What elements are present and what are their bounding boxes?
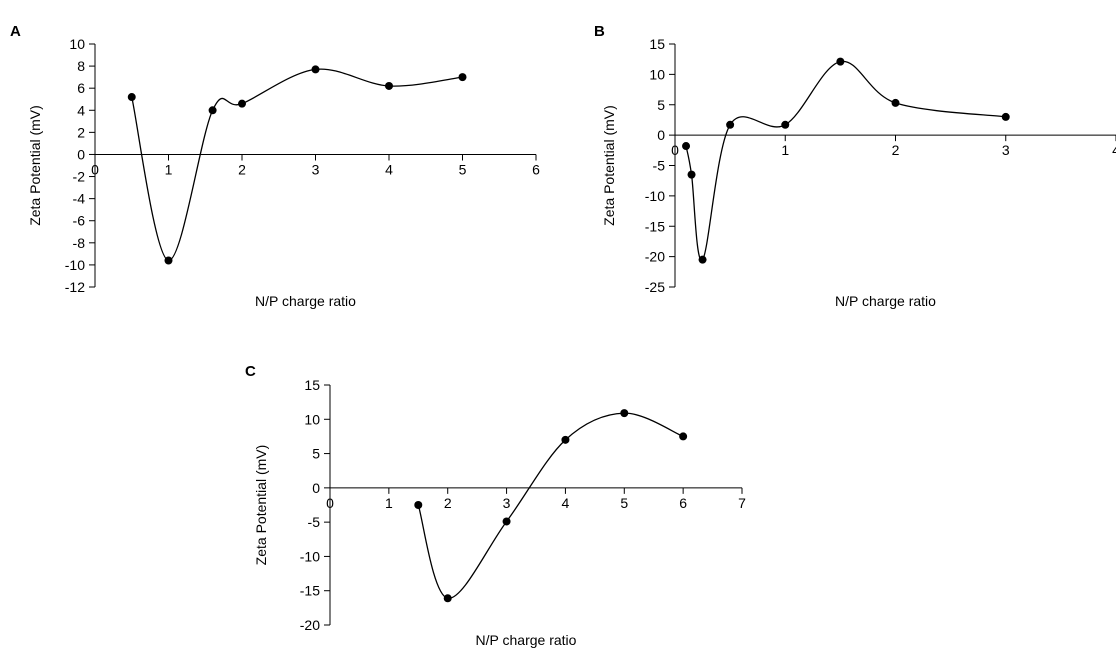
y-tick-label: 0 — [77, 146, 85, 162]
x-tick-label: 3 — [1002, 142, 1010, 158]
data-point — [164, 256, 173, 265]
x-tick-label: 6 — [532, 161, 540, 177]
panel-label: C — [245, 363, 256, 380]
data-point — [1001, 112, 1010, 121]
y-tick-label: 5 — [312, 446, 320, 462]
x-tick-label: 1 — [385, 495, 393, 511]
x-tick-label: 2 — [892, 142, 900, 158]
x-axis-title: N/P charge ratio — [835, 293, 936, 309]
x-tick-label: 2 — [444, 495, 452, 511]
panel-label: A — [10, 23, 21, 40]
x-axis-title: N/P charge ratio — [255, 293, 356, 309]
panel-label: B — [594, 23, 605, 40]
data-point — [836, 57, 845, 66]
data-point — [311, 65, 320, 74]
x-tick-label: 3 — [312, 161, 320, 177]
y-tick-label: -5 — [308, 514, 321, 530]
series-line — [131, 68, 463, 262]
x-tick-label: 4 — [562, 495, 570, 511]
y-tick-label: -2 — [73, 169, 86, 185]
y-tick-label: -10 — [300, 548, 320, 564]
data-point — [238, 99, 246, 108]
data-point — [891, 98, 900, 107]
y-tick-label: -12 — [65, 279, 85, 295]
y-tick-label: 4 — [77, 102, 85, 118]
y-tick-label: 0 — [657, 127, 665, 143]
y-tick-label: 5 — [657, 97, 665, 113]
y-tick-label: 8 — [77, 58, 85, 74]
y-tick-label: 10 — [304, 411, 320, 427]
data-point — [781, 120, 790, 129]
data-point — [726, 120, 735, 129]
x-tick-label: 7 — [738, 495, 746, 511]
y-tick-label: 6 — [77, 80, 85, 96]
panel-b: B -25 -20 -15 -10 -5 0 5 10 15 0 1 2 3 4 N/P charge rat… — [594, 23, 1116, 309]
y-tick-label: 15 — [304, 377, 320, 393]
data-point — [458, 73, 467, 82]
y-tick-label: -5 — [653, 158, 666, 174]
y-axis-title: Zeta Potential (mV) — [601, 105, 617, 226]
data-point — [502, 517, 511, 526]
x-tick-label: 3 — [503, 495, 511, 511]
x-tick-label: 1 — [781, 142, 789, 158]
y-tick-label: -10 — [65, 257, 85, 273]
data-point — [443, 594, 452, 603]
y-tick-label: 0 — [312, 480, 320, 496]
panel-c: C -20 -15 -10 -5 0 5 10 15 0 1 2 3 4 5 6 7 N/P charge rat… — [245, 363, 746, 648]
y-tick-label: -4 — [73, 191, 86, 207]
data-point — [682, 142, 691, 151]
y-axis-title: Zeta Potential (mV) — [27, 105, 43, 226]
data-point — [620, 409, 629, 418]
y-tick-label: -20 — [300, 617, 320, 633]
x-tick-label: 0 — [671, 142, 679, 158]
x-tick-label: 6 — [679, 495, 687, 511]
y-tick-label: 10 — [649, 66, 665, 82]
x-tick-label: 1 — [165, 161, 173, 177]
data-point — [127, 93, 136, 102]
panel-a: A -12 -10 -8 -6 -4 -2 0 2 4 6 8 10 0 1 2 3 4 5 6 N/P charge … — [10, 23, 540, 309]
data-point — [385, 81, 393, 90]
x-tick-label: 5 — [620, 495, 628, 511]
x-tick-label: 0 — [326, 495, 334, 511]
x-tick-label: 0 — [91, 161, 99, 177]
y-tick-label: 10 — [69, 36, 85, 52]
data-point — [687, 170, 696, 179]
y-tick-label: -15 — [300, 583, 320, 599]
y-tick-label: -6 — [73, 213, 86, 229]
x-axis-title: N/P charge ratio — [476, 632, 577, 648]
data-point — [561, 435, 570, 444]
y-tick-label: -25 — [645, 279, 665, 295]
data-point — [679, 432, 688, 441]
data-point — [698, 255, 707, 264]
y-tick-label: 2 — [77, 124, 85, 140]
y-tick-label: 15 — [649, 36, 665, 52]
y-tick-label: -20 — [645, 249, 665, 265]
x-tick-label: 4 — [385, 161, 393, 177]
y-axis-title: Zeta Potential (mV) — [253, 445, 269, 566]
y-tick-label: -10 — [645, 188, 665, 204]
series-line — [685, 60, 1006, 261]
series-line — [417, 412, 684, 599]
data-point — [414, 501, 423, 509]
x-tick-label: 2 — [238, 161, 246, 177]
data-point — [208, 106, 217, 115]
x-tick-label: 4 — [1112, 142, 1116, 158]
y-tick-label: -15 — [645, 218, 665, 234]
y-tick-label: -8 — [73, 235, 86, 251]
x-tick-label: 5 — [459, 161, 467, 177]
